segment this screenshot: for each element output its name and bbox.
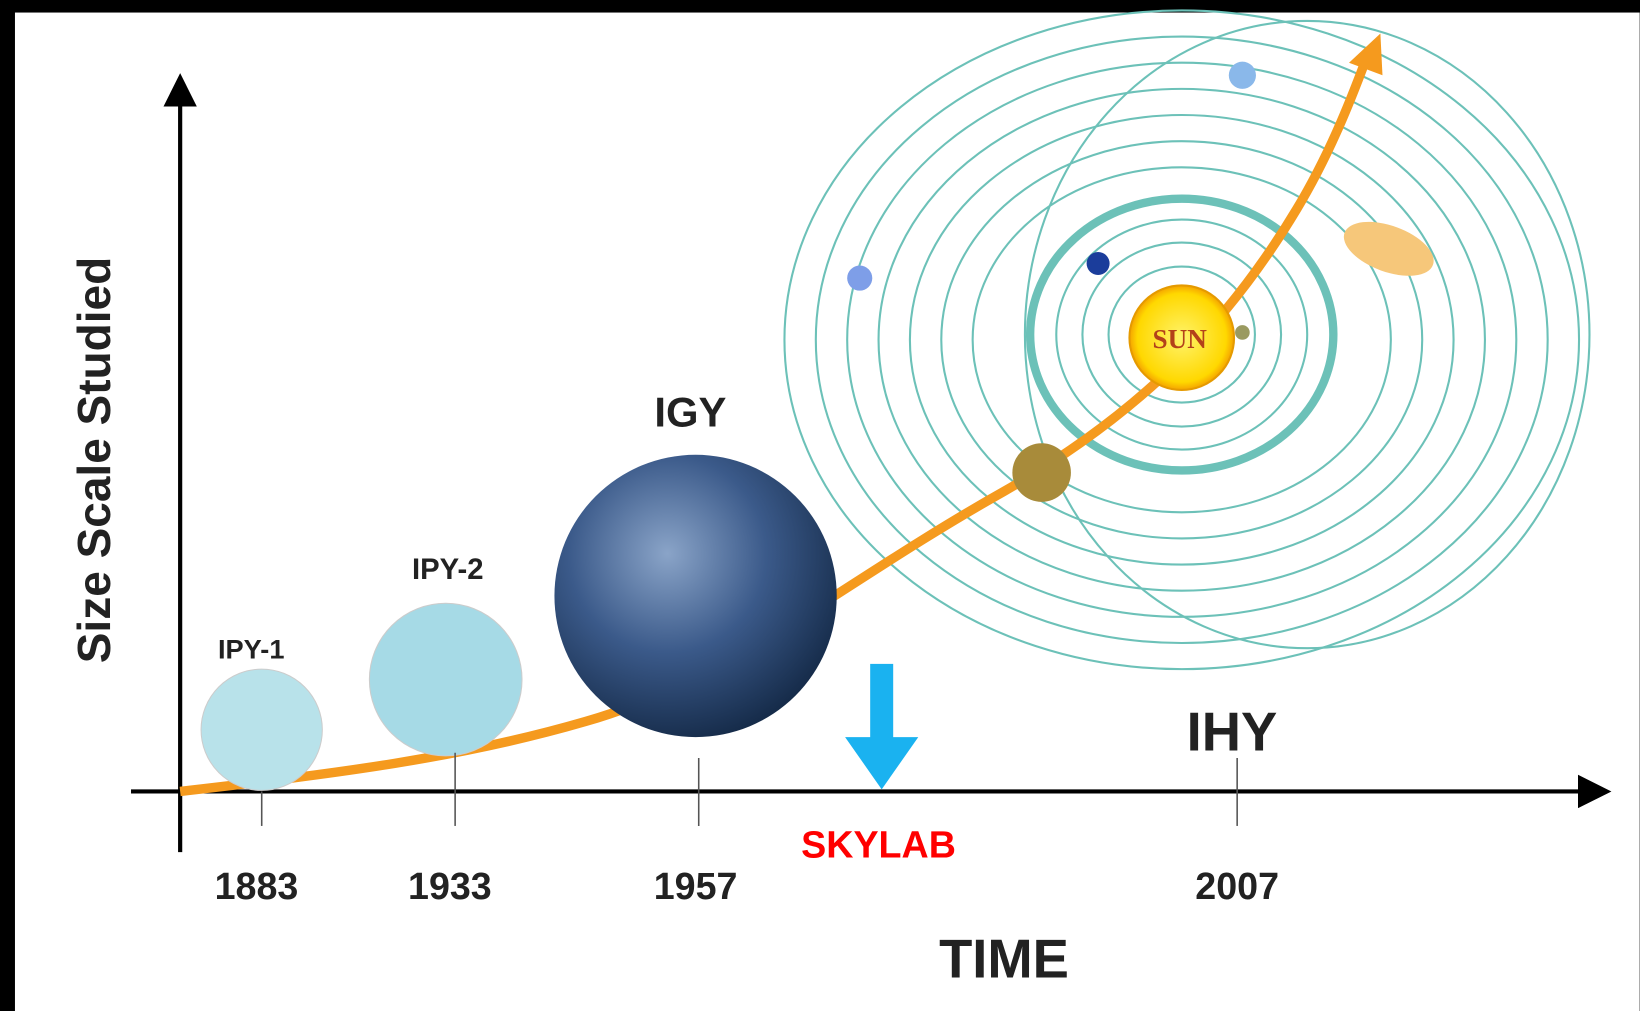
year-label: 2007: [1195, 865, 1279, 907]
year-label: 1957: [654, 865, 738, 907]
planet: [847, 265, 873, 291]
year-label: 1883: [215, 865, 299, 907]
event-label: IPY-1: [218, 634, 284, 665]
planet: [1235, 325, 1250, 340]
globe-ipy1: [200, 668, 323, 791]
venus: [1012, 443, 1071, 502]
skylab-arrow-head: [845, 737, 919, 790]
year-label: 1933: [408, 865, 492, 907]
curve-arrowhead: [1349, 33, 1383, 76]
annotation: SKYLAB: [801, 823, 956, 865]
skylab-arrow-shaft: [870, 663, 894, 743]
globe-igy: [554, 454, 837, 738]
planet: [1086, 251, 1110, 275]
sun: [1128, 284, 1236, 392]
event-label: IGY: [654, 389, 726, 436]
saturn: [1343, 221, 1434, 276]
solar-system: [783, 9, 1591, 671]
y-axis-title: Size Scale Studied: [68, 257, 120, 663]
globe-ipy2: [368, 602, 523, 757]
event-label: IHY: [1187, 702, 1278, 763]
event-label: IPY-2: [412, 554, 484, 586]
x-axis-title: TIME: [939, 929, 1069, 990]
ticks: [260, 752, 1238, 826]
background: [14, 12, 1640, 1011]
planet: [1228, 61, 1256, 89]
sun-label: SUN: [1152, 324, 1207, 354]
